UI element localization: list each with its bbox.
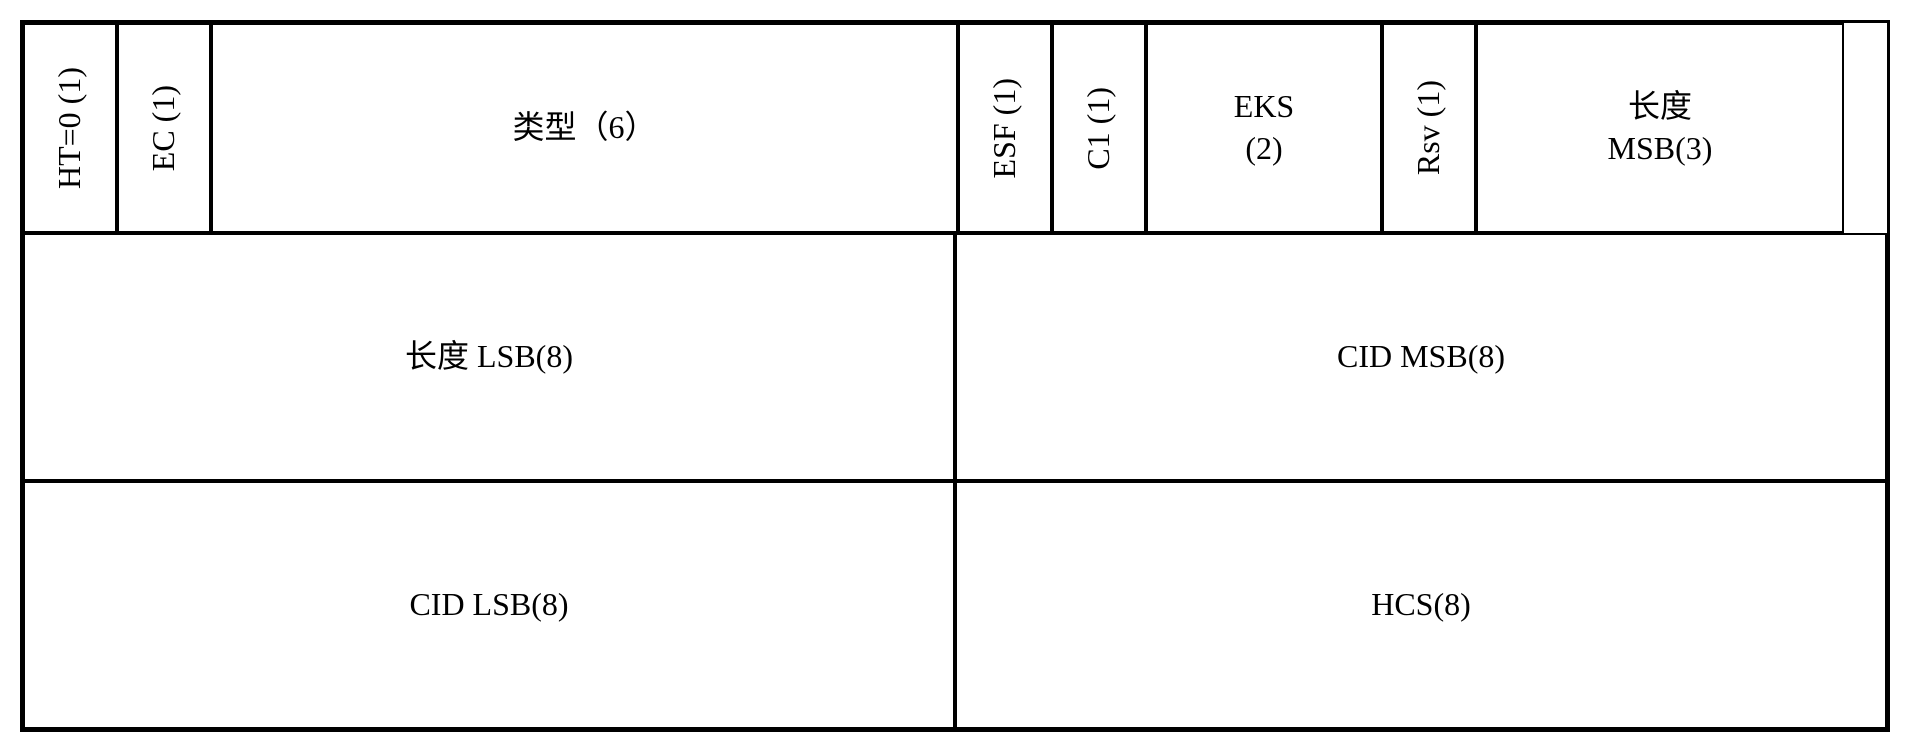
table-row: CID LSB(8) HCS(8) <box>23 481 1887 729</box>
field-c1: C1 (1) <box>1052 23 1146 233</box>
field-length-msb: 长度 MSB(3) <box>1476 23 1844 233</box>
field-rsv: Rsv (1) <box>1382 23 1476 233</box>
field-label: CID LSB(8) <box>409 584 568 626</box>
field-cid-lsb: CID LSB(8) <box>23 481 955 729</box>
field-label: HT=0 (1) <box>49 67 91 189</box>
header-bitfield-table: HT=0 (1) EC (1) 类型（6） ESF (1) C1 (1) EKS… <box>20 20 1890 732</box>
field-label-line1: 长度 <box>1628 86 1692 128</box>
table-row: 长度 LSB(8) CID MSB(8) <box>23 233 1887 481</box>
field-label-line1: EKS <box>1234 86 1294 128</box>
field-label-line2: MSB(3) <box>1608 128 1713 170</box>
field-cid-msb: CID MSB(8) <box>955 233 1887 481</box>
field-ht: HT=0 (1) <box>23 23 117 233</box>
field-ec: EC (1) <box>117 23 211 233</box>
field-type: 类型（6） <box>211 23 958 233</box>
field-label: C1 (1) <box>1078 87 1120 170</box>
field-eks: EKS (2) <box>1146 23 1382 233</box>
field-label-line2: (2) <box>1245 128 1282 170</box>
field-label: 类型（6） <box>512 107 656 149</box>
field-label: HCS(8) <box>1371 584 1471 626</box>
table-row: HT=0 (1) EC (1) 类型（6） ESF (1) C1 (1) EKS… <box>23 23 1887 233</box>
field-label: EC (1) <box>143 85 185 171</box>
field-label: Rsv (1) <box>1408 80 1450 175</box>
field-label: 长度 LSB(8) <box>405 336 573 378</box>
field-length-lsb: 长度 LSB(8) <box>23 233 955 481</box>
field-esf: ESF (1) <box>958 23 1052 233</box>
field-label: CID MSB(8) <box>1337 336 1505 378</box>
field-label: ESF (1) <box>984 78 1026 178</box>
field-hcs: HCS(8) <box>955 481 1887 729</box>
